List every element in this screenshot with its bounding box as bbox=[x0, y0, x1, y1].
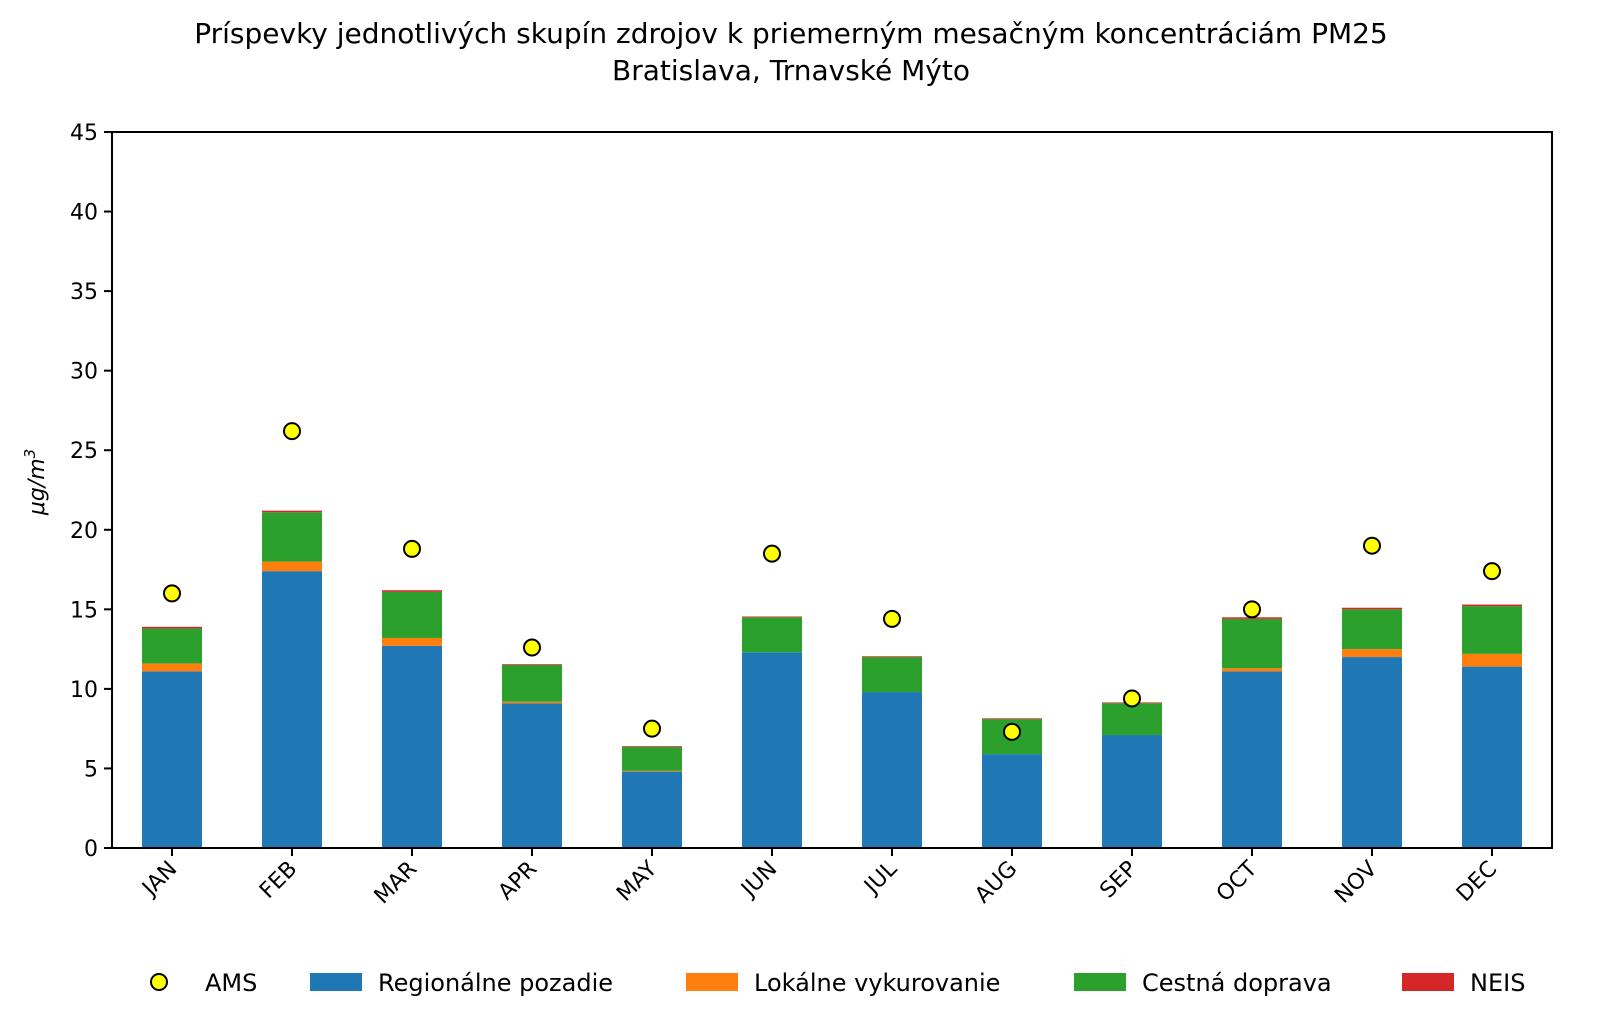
bar-cestna-doprava-apr bbox=[502, 665, 562, 702]
y-tick-label-15: 15 bbox=[70, 598, 98, 623]
bar-regionalne-pozadie-dec bbox=[1462, 666, 1522, 848]
bar-cestna-doprava-nov bbox=[1342, 609, 1402, 650]
bar-lokalne-vykurovanie-nov bbox=[1342, 649, 1402, 658]
y-axis-label-main: μg/m bbox=[25, 458, 50, 516]
ams-marker-dec bbox=[1483, 562, 1501, 581]
ams-marker-mar bbox=[403, 539, 421, 558]
x-tick-label-may: MAY bbox=[612, 856, 662, 906]
plot-frame bbox=[111, 131, 1553, 849]
legend-label-lokalne-vykurovanie: Lokálne vykurovanie bbox=[754, 969, 1000, 997]
bar-neis-mar bbox=[382, 590, 442, 592]
y-tick-label-35: 35 bbox=[70, 280, 98, 305]
ams-marker-feb bbox=[283, 422, 301, 441]
legend-swatch-neis bbox=[1402, 973, 1454, 991]
bar-lokalne-vykurovanie-may bbox=[622, 770, 682, 772]
bar-regionalne-pozadie-feb bbox=[262, 571, 322, 848]
y-tick-label-25: 25 bbox=[70, 439, 98, 464]
bar-neis-jan bbox=[142, 626, 202, 629]
bar-lokalne-vykurovanie-apr bbox=[502, 701, 562, 704]
bar-lokalne-vykurovanie-feb bbox=[262, 561, 322, 572]
bar-regionalne-pozadie-sep bbox=[1102, 735, 1162, 848]
ams-marker-jun bbox=[763, 544, 781, 563]
bar-neis-apr bbox=[502, 664, 562, 666]
bar-neis-jul bbox=[862, 656, 922, 658]
chart-title: Príspevky jednotlivých skupín zdrojov k … bbox=[194, 17, 1388, 50]
ams-marker-apr bbox=[523, 638, 541, 657]
bar-neis-may bbox=[622, 746, 682, 747]
markers-layer bbox=[163, 422, 1501, 741]
bar-lokalne-vykurovanie-dec bbox=[1462, 653, 1522, 667]
x-tick-label-dec: DEC bbox=[1452, 857, 1502, 907]
bar-neis-feb bbox=[262, 510, 322, 513]
legend-swatch-cestna-doprava bbox=[1074, 973, 1126, 991]
y-tick-label-45: 45 bbox=[70, 121, 98, 146]
legend-label-regionalne-pozadie: Regionálne pozadie bbox=[378, 969, 613, 997]
x-tick-label-nov: NOV bbox=[1330, 857, 1382, 909]
bar-regionalne-pozadie-may bbox=[622, 771, 682, 848]
bar-regionalne-pozadie-nov bbox=[1342, 657, 1402, 848]
x-tick-label-jun: JUN bbox=[736, 857, 783, 904]
legend-swatch-regionalne-pozadie bbox=[310, 973, 362, 991]
ams-marker-jan bbox=[163, 584, 181, 603]
y-axis-label-exponent: 3 bbox=[21, 449, 39, 459]
bar-cestna-doprava-jul bbox=[862, 657, 922, 693]
legend-label-neis: NEIS bbox=[1470, 969, 1525, 997]
y-tick-label-5: 5 bbox=[84, 757, 98, 782]
bar-cestna-doprava-mar bbox=[382, 591, 442, 638]
x-tick-label-aug: AUG bbox=[970, 857, 1022, 909]
bar-regionalne-pozadie-jul bbox=[862, 692, 922, 848]
bar-cestna-doprava-feb bbox=[262, 512, 322, 562]
x-tick-label-jan: JAN bbox=[137, 857, 183, 903]
bar-cestna-doprava-may bbox=[622, 746, 682, 771]
x-tick-label-oct: OCT bbox=[1212, 856, 1263, 907]
bar-neis-aug bbox=[982, 718, 1042, 720]
ams-marker-oct bbox=[1243, 600, 1261, 619]
bar-regionalne-pozadie-aug bbox=[982, 754, 1042, 848]
legend-label-cestna-doprava: Cestná doprava bbox=[1142, 969, 1332, 997]
bar-regionalne-pozadie-jun bbox=[742, 652, 802, 848]
bar-lokalne-vykurovanie-mar bbox=[382, 637, 442, 646]
x-tick-label-feb: FEB bbox=[255, 857, 302, 904]
bar-regionalne-pozadie-apr bbox=[502, 703, 562, 848]
bar-neis-dec bbox=[1462, 604, 1522, 607]
x-tick-label-sep: SEP bbox=[1095, 857, 1142, 904]
bar-cestna-doprava-dec bbox=[1462, 606, 1522, 654]
bar-cestna-doprava-sep bbox=[1102, 703, 1162, 736]
bar-cestna-doprava-jan bbox=[142, 628, 202, 664]
legend-swatch-lokalne-vykurovanie bbox=[686, 973, 738, 991]
x-tick-label-jul: JUL bbox=[859, 856, 903, 900]
y-tick-label-20: 20 bbox=[70, 519, 98, 544]
ams-marker-jul bbox=[883, 609, 901, 628]
y-tick-label-0: 0 bbox=[84, 837, 98, 862]
legend-label-ams: AMS bbox=[205, 969, 257, 997]
chart-subtitle: Bratislava, Trnavské Mýto bbox=[612, 54, 970, 87]
bar-neis-nov bbox=[1342, 607, 1402, 610]
bar-regionalne-pozadie-mar bbox=[382, 645, 442, 848]
x-tick-label-mar: MAR bbox=[370, 857, 423, 910]
y-tick-label-10: 10 bbox=[70, 678, 98, 703]
bars-layer bbox=[142, 510, 1522, 848]
y-tick-label-30: 30 bbox=[70, 360, 98, 385]
ams-marker-aug bbox=[1003, 722, 1021, 741]
bar-cestna-doprava-jun bbox=[742, 617, 802, 653]
y-axis-label: μg/m3 bbox=[21, 449, 50, 516]
bar-neis-jun bbox=[742, 616, 802, 618]
bar-lokalne-vykurovanie-oct bbox=[1222, 668, 1282, 672]
legend: AMS Regionálne pozadie Lokálne vykurovanie… bbox=[150, 969, 1525, 997]
ams-marker-nov bbox=[1363, 536, 1381, 555]
legend-marker-ams bbox=[150, 973, 168, 991]
ams-marker-may bbox=[643, 719, 661, 738]
bar-regionalne-pozadie-jan bbox=[142, 671, 202, 848]
bar-regionalne-pozadie-oct bbox=[1222, 671, 1282, 848]
bar-cestna-doprava-oct bbox=[1222, 618, 1282, 669]
ams-marker-sep bbox=[1123, 689, 1141, 708]
bar-lokalne-vykurovanie-jan bbox=[142, 663, 202, 672]
y-tick-label-40: 40 bbox=[70, 201, 98, 226]
x-tick-label-apr: APR bbox=[494, 857, 543, 906]
